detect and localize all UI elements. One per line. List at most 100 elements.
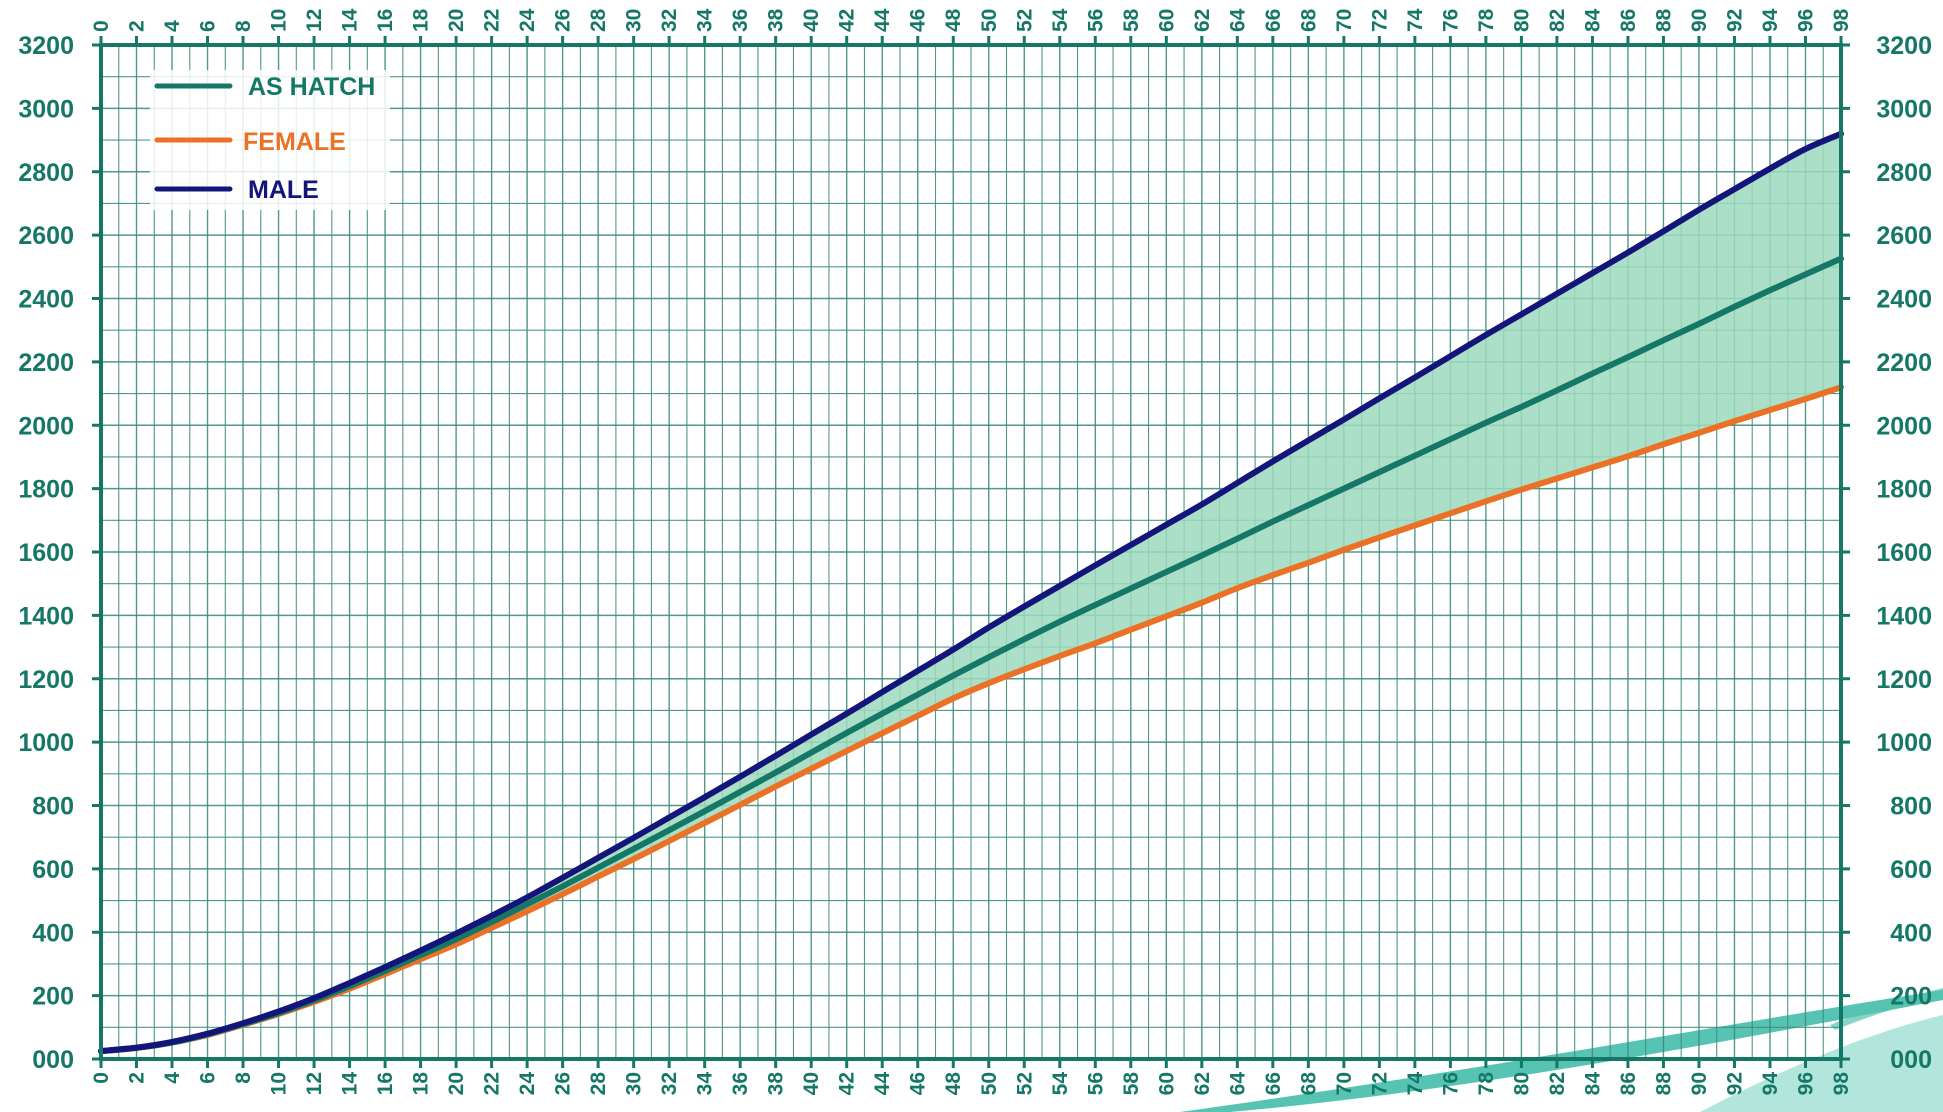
x-tick-label-top: 58 xyxy=(1120,8,1143,32)
x-tick-label-top: 96 xyxy=(1794,9,1817,32)
x-tick-label-top: 76 xyxy=(1439,9,1462,32)
y-tick-label-right: 1000 xyxy=(1876,729,1932,757)
x-tick-label-top: 28 xyxy=(587,8,610,32)
x-tick-label-top: 20 xyxy=(445,9,468,32)
series-line-as-hatch xyxy=(98,255,1844,1055)
x-tick-label-bottom: 68 xyxy=(1297,1072,1320,1096)
x-tick-label-bottom: 64 xyxy=(1226,1072,1249,1096)
x-tick-label-top: 54 xyxy=(1049,8,1072,32)
y-tick-label-right: 2800 xyxy=(1876,159,1932,187)
x-tick-label-top: 68 xyxy=(1297,8,1320,32)
x-tick-label-bottom: 52 xyxy=(1013,1072,1036,1095)
x-tick-label-top: 94 xyxy=(1759,8,1782,32)
x-tick-label-top: 30 xyxy=(623,9,646,32)
y-tick-label-right: 3000 xyxy=(1876,95,1932,123)
x-tick-label-bottom: 56 xyxy=(1084,1072,1107,1095)
x-tick-label-top: 22 xyxy=(481,9,504,32)
y-tick-label-right: 200 xyxy=(1890,983,1932,1011)
legend-label-male: MALE xyxy=(248,176,319,204)
y-tick-label-left: 3000 xyxy=(18,95,74,123)
x-tick-label-top: 70 xyxy=(1333,9,1356,32)
x-tick-label-bottom: 86 xyxy=(1617,1072,1640,1095)
x-tick-label-bottom: 40 xyxy=(800,1072,823,1095)
y-tick-label-left: 600 xyxy=(32,856,74,884)
x-tick-label-top: 64 xyxy=(1226,8,1249,32)
x-tick-label-top: 14 xyxy=(339,8,362,32)
x-tick-label-bottom: 10 xyxy=(268,1072,291,1095)
y-tick-label-left: 2600 xyxy=(18,222,74,250)
x-tick-label-bottom: 0 xyxy=(90,1072,113,1084)
x-tick-label-bottom: 12 xyxy=(303,1072,326,1095)
decorative-swoosh-light xyxy=(1700,1015,1943,1112)
y-tick-label-right: 3200 xyxy=(1876,32,1932,60)
x-tick-label-bottom: 30 xyxy=(623,1072,646,1095)
x-tick-label-bottom: 74 xyxy=(1404,1072,1427,1096)
x-tick-label-bottom: 88 xyxy=(1652,1072,1675,1096)
x-tick-label-bottom: 58 xyxy=(1120,1072,1143,1096)
x-tick-label-bottom: 96 xyxy=(1794,1072,1817,1095)
x-tick-label-top: 24 xyxy=(516,8,539,32)
x-tick-label-bottom: 62 xyxy=(1191,1072,1214,1095)
x-tick-label-top: 12 xyxy=(303,9,326,32)
x-tick-label-bottom: 20 xyxy=(445,1072,468,1095)
x-tick-label-bottom: 38 xyxy=(765,1072,788,1096)
series-line-male xyxy=(98,130,1844,1055)
decorative-swoosh-top xyxy=(1830,988,1943,1030)
y-tick-label-right: 2000 xyxy=(1876,412,1932,440)
x-tick-label-bottom: 6 xyxy=(197,1072,220,1084)
x-tick-label-bottom: 4 xyxy=(161,1072,184,1084)
x-tick-label-top: 16 xyxy=(374,9,397,32)
x-tick-label-bottom: 54 xyxy=(1049,1072,1072,1096)
y-tick-label-left: 1600 xyxy=(18,539,74,567)
x-tick-label-bottom: 34 xyxy=(694,1072,717,1096)
x-tick-label-top: 44 xyxy=(871,8,894,32)
tick-marks xyxy=(92,36,1850,1068)
y-tick-label-left: 200 xyxy=(32,983,74,1011)
x-tick-label-top: 60 xyxy=(1155,9,1178,32)
x-tick-label-bottom: 22 xyxy=(481,1072,504,1095)
x-tick-label-bottom: 72 xyxy=(1368,1072,1391,1095)
legend-label-as-hatch: AS HATCH xyxy=(248,73,375,101)
x-tick-label-bottom: 60 xyxy=(1155,1072,1178,1095)
x-tick-label-bottom: 82 xyxy=(1546,1072,1569,1095)
x-tick-label-bottom: 50 xyxy=(978,1072,1001,1095)
y-tick-label-left: 2000 xyxy=(18,412,74,440)
x-tick-label-top: 52 xyxy=(1013,9,1036,32)
x-tick-label-top: 42 xyxy=(836,9,859,32)
x-tick-label-bottom: 66 xyxy=(1262,1072,1285,1095)
x-tick-label-bottom: 42 xyxy=(836,1072,859,1095)
y-tick-label-left: 3200 xyxy=(18,32,74,60)
y-tick-label-right: 1200 xyxy=(1876,666,1932,694)
x-tick-label-top: 66 xyxy=(1262,9,1285,32)
x-tick-label-top: 34 xyxy=(694,8,717,32)
x-tick-label-top: 36 xyxy=(729,9,752,32)
y-tick-label-right: 000 xyxy=(1890,1046,1932,1074)
x-tick-label-top: 0 xyxy=(90,20,113,32)
x-tick-label-bottom: 94 xyxy=(1759,1072,1782,1096)
x-tick-label-bottom: 70 xyxy=(1333,1072,1356,1095)
x-tick-label-top: 8 xyxy=(232,20,255,32)
x-tick-label-top: 38 xyxy=(765,8,788,32)
y-tick-label-right: 1400 xyxy=(1876,602,1932,630)
x-tick-label-top: 92 xyxy=(1723,9,1746,32)
x-tick-label-bottom: 24 xyxy=(516,1072,539,1096)
x-tick-label-top: 62 xyxy=(1191,9,1214,32)
legend: AS HATCH FEMALE MALE xyxy=(150,70,390,210)
x-tick-label-bottom: 8 xyxy=(232,1072,255,1084)
x-tick-label-bottom: 98 xyxy=(1830,1072,1853,1096)
x-tick-label-bottom: 32 xyxy=(658,1072,681,1095)
x-tick-label-bottom: 36 xyxy=(729,1072,752,1095)
y-tick-label-left: 1200 xyxy=(18,666,74,694)
x-tick-label-top: 98 xyxy=(1830,8,1853,32)
x-tick-label-top: 74 xyxy=(1404,8,1427,32)
y-tick-label-right: 400 xyxy=(1890,919,1932,947)
x-tick-label-bottom: 46 xyxy=(907,1072,930,1095)
y-tick-label-left: 2200 xyxy=(18,349,74,377)
series-layer xyxy=(98,130,1844,1055)
x-tick-label-bottom: 76 xyxy=(1439,1072,1462,1095)
x-tick-label-top: 56 xyxy=(1084,9,1107,32)
legend-label-female: FEMALE xyxy=(243,128,346,156)
x-tick-label-bottom: 18 xyxy=(410,1072,433,1096)
x-tick-label-top: 2 xyxy=(126,20,149,32)
